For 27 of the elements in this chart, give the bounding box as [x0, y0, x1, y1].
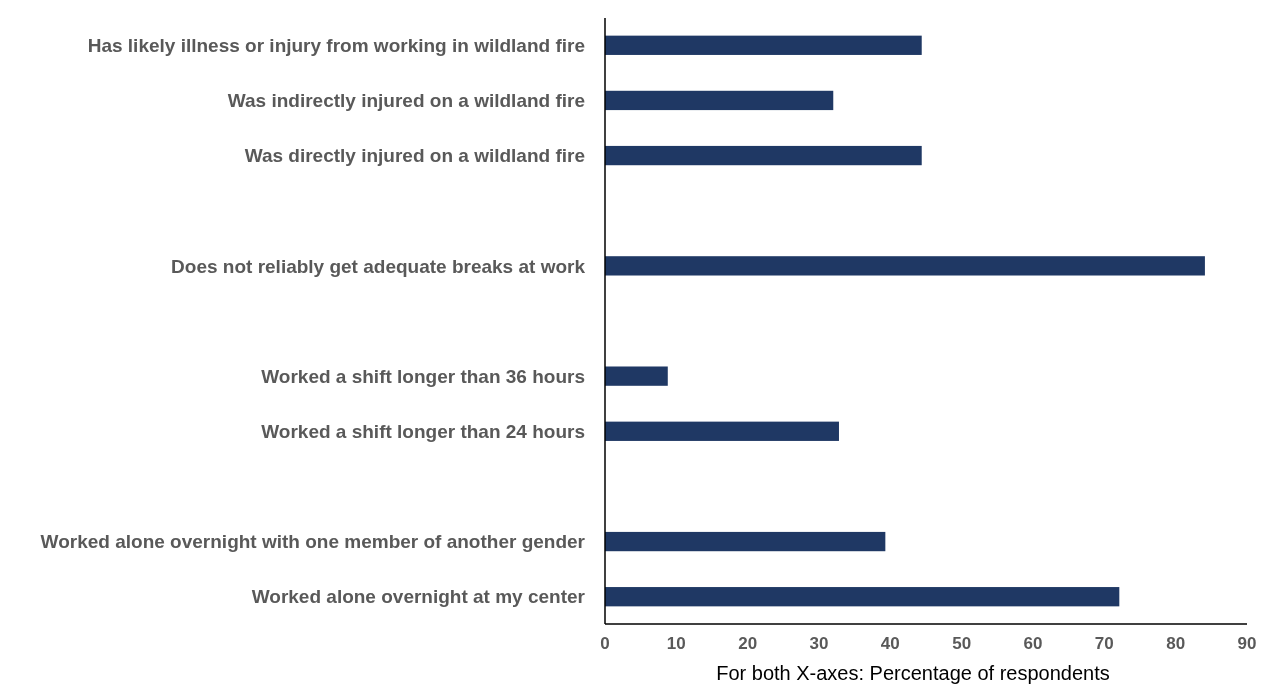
bar	[605, 587, 1120, 607]
bar	[605, 366, 668, 386]
bar	[605, 256, 1205, 276]
y-tick-label: Worked a shift longer than 36 hours	[261, 365, 585, 387]
y-tick-label: Worked alone overnight with one member of another gender	[40, 531, 586, 553]
x-tick-label: 60	[1023, 634, 1043, 653]
bar	[605, 145, 922, 166]
bar	[605, 421, 839, 441]
x-tick-label: 80	[1166, 634, 1186, 653]
x-tick-label: 70	[1094, 634, 1114, 653]
x-axis-title: For both X-axes: Percentage of respondents	[716, 662, 1110, 684]
y-tick-label: Worked alone overnight at my center	[251, 586, 586, 608]
y-tick-label: Was directly injured on a wildland fire	[244, 145, 585, 167]
y-tick-label: Worked a shift longer than 24 hours	[261, 420, 585, 442]
bar	[605, 90, 834, 111]
x-tick-label: 30	[809, 634, 829, 653]
y-tick-label: Has likely illness or injury from working in wildland fire	[87, 34, 585, 56]
y-tick-label: Does not reliably get adequate breaks at work	[171, 255, 586, 277]
x-tick-label: 90	[1237, 634, 1257, 653]
x-tick-label: 0	[600, 634, 610, 653]
x-tick-label: 50	[952, 634, 972, 653]
y-tick-label: Was indirectly injured on a wildland fire	[227, 90, 585, 112]
x-tick-label: 40	[880, 634, 900, 653]
bar	[605, 35, 922, 55]
x-tick-label: 10	[666, 634, 686, 653]
bar	[605, 531, 886, 552]
x-tick-label: 20	[738, 634, 758, 653]
